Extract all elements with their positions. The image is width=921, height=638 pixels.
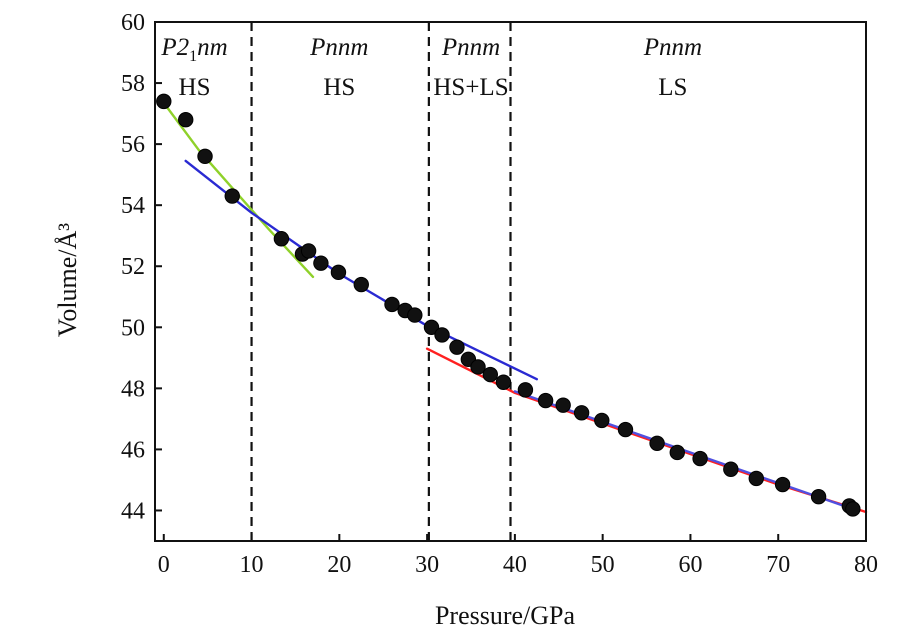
data-point-20 — [517, 382, 534, 398]
data-point-29 — [723, 461, 739, 477]
data-point-23 — [573, 405, 590, 421]
data-point-34 — [845, 501, 861, 517]
space-group-symbol: P2 — [160, 34, 189, 61]
data-point-27 — [669, 444, 685, 461]
y-tick-label-4: 52 — [121, 254, 145, 280]
plot-frame — [154, 21, 867, 542]
x-tick-label-3: 30 — [415, 552, 439, 578]
y-tick-label-5: 54 — [121, 193, 145, 219]
data-point-8 — [330, 264, 347, 281]
data-point-2 — [197, 148, 213, 165]
data-point-0 — [156, 93, 172, 110]
phase-spin-state-2: HS+LS — [433, 74, 508, 101]
space-group-symbol: Pnnm — [643, 34, 702, 61]
x-tick-label-8: 80 — [854, 552, 878, 578]
y-tick-label-2: 48 — [121, 376, 145, 402]
fit-line-0 — [162, 101, 315, 279]
data-point-32 — [810, 489, 827, 505]
data-point-9 — [353, 276, 369, 293]
phase-space-group-3: Pnnm — [643, 34, 702, 61]
data-point-14 — [434, 327, 450, 343]
data-point-15 — [449, 339, 465, 355]
data-point-3 — [224, 188, 240, 204]
y-tick-label-3: 50 — [121, 315, 145, 341]
data-point-17 — [470, 359, 486, 375]
x-tick-label-7: 70 — [766, 552, 790, 578]
data-point-18 — [482, 366, 499, 383]
y-tick-label-0: 44 — [121, 498, 145, 524]
phase-spin-state-0: HS — [179, 74, 211, 101]
x-tick-label-2: 20 — [327, 552, 351, 578]
phase-space-group-0: P21nm — [160, 34, 227, 65]
y-tick-label-1: 46 — [121, 437, 145, 463]
data-point-28 — [692, 450, 708, 467]
data-point-25 — [617, 421, 634, 438]
data-point-13 — [423, 319, 440, 335]
data-point-19 — [495, 374, 512, 390]
phase-space-group-1: Pnnm — [309, 34, 368, 61]
phase-space-group-2: Pnnm — [441, 34, 500, 61]
data-point-4 — [273, 231, 290, 247]
data-point-6 — [300, 243, 317, 259]
x-axis-title: Pressure/GPa — [435, 601, 576, 630]
x-tick-label-5: 50 — [591, 552, 615, 578]
space-group-suffix: nm — [197, 34, 228, 61]
data-point-31 — [774, 476, 791, 493]
y-axis-title: Volume/Å³ — [53, 223, 82, 337]
data-point-12 — [407, 307, 423, 323]
space-group-subscript: 1 — [189, 48, 197, 65]
data-point-21 — [537, 392, 554, 409]
space-group-symbol: Pnnm — [441, 34, 500, 61]
y-tick-label-8: 60 — [121, 10, 145, 36]
x-tick-label-0: 0 — [158, 552, 170, 578]
y-tick-label-6: 56 — [121, 132, 145, 158]
x-tick-label-6: 60 — [678, 552, 702, 578]
axes — [154, 21, 867, 542]
labels: Pressure/GPa Volume/Å³ 0 10 20 30 40 50 60 70 80… — [53, 10, 878, 630]
plot-area — [156, 22, 868, 541]
fit-line-3 — [513, 390, 859, 512]
x-tick-label-1: 10 — [240, 552, 264, 578]
phase-spin-state-1: HS — [323, 74, 355, 101]
x-tick-label-4: 40 — [503, 552, 527, 578]
data-point-1 — [178, 111, 194, 128]
y-tick-label-7: 58 — [121, 71, 145, 97]
data-point-7 — [313, 255, 329, 271]
space-group-symbol: Pnnm — [309, 34, 368, 61]
data-point-24 — [594, 412, 610, 429]
data-point-26 — [649, 435, 665, 452]
data-point-30 — [748, 470, 764, 487]
data-point-22 — [555, 397, 571, 413]
data-point-10 — [384, 296, 400, 313]
phase-spin-state-3: LS — [658, 74, 687, 101]
